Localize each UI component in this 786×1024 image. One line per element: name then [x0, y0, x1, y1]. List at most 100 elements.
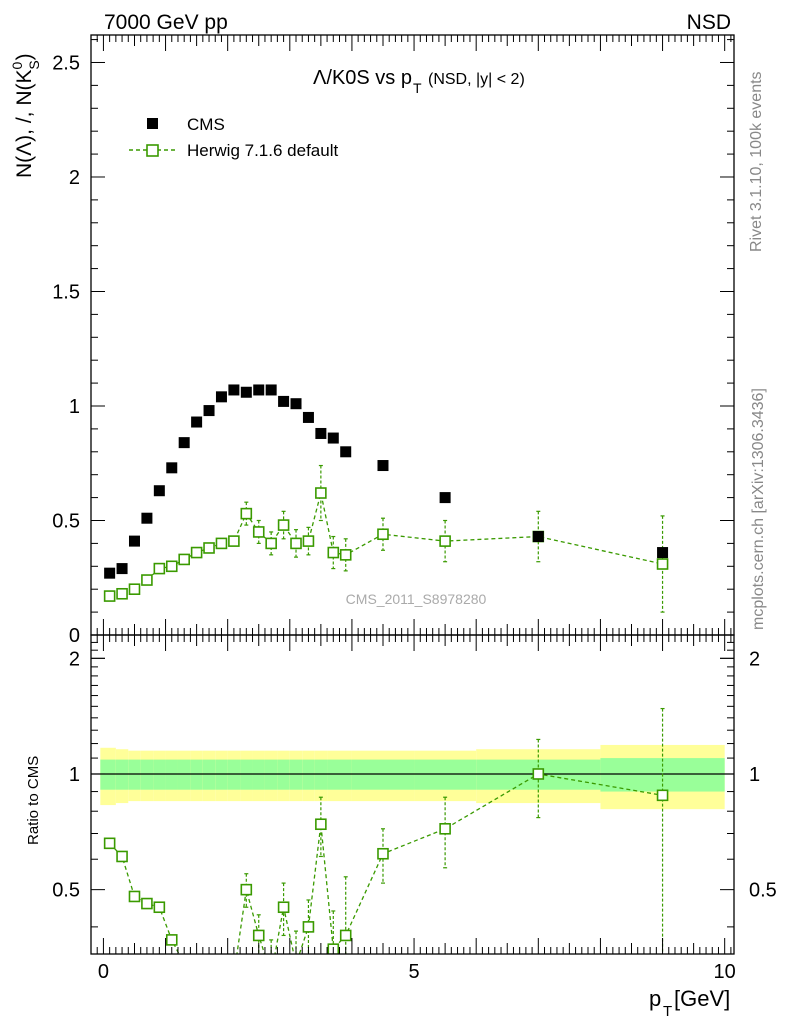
herwig-point: [141, 574, 153, 586]
cms-point: [657, 547, 669, 559]
x-label-main: p: [649, 986, 661, 1011]
ratio-herwig-point: [216, 981, 226, 991]
legend-cms-marker: [147, 118, 158, 129]
main-y-tick-labels: 0 0.5 1 1.5 2 2.5: [52, 52, 80, 647]
ratio-y-axis-label: Ratio to CMS: [25, 756, 42, 845]
ratio-band-inner: [302, 759, 315, 790]
herwig-point: [252, 526, 265, 538]
herwig-point: [265, 537, 277, 550]
ratio-y-tick-label-right: 0.5: [749, 880, 777, 902]
ratio-herwig-point: [192, 970, 202, 980]
ratio-band-inner: [227, 759, 241, 790]
herwig-point: [439, 535, 451, 547]
legend-cms-label: CMS: [187, 115, 225, 134]
main-y-tick-label: 2: [69, 167, 80, 189]
header-energy-label: 7000 GeV pp: [104, 11, 228, 34]
ratio-band-inner: [115, 759, 129, 790]
cms-point: [116, 563, 128, 575]
ratio-herwig-point: [377, 847, 389, 860]
ratio-band-inner: [339, 759, 352, 790]
cms-point: [278, 395, 290, 407]
herwig-point: [339, 549, 352, 561]
cms-point: [203, 405, 215, 417]
ratio-herwig-point: [302, 921, 315, 933]
ratio-band-inner: [140, 759, 154, 790]
ratio-band-inner: [165, 759, 178, 790]
herwig-point: [128, 583, 141, 595]
ratio-y-tick-label-right: 1: [749, 764, 760, 786]
ratio-y-tick-label-right: 2: [749, 648, 760, 670]
herwig-point: [103, 590, 116, 602]
ratio-axis-ticks: [91, 635, 734, 954]
chart-title-subscript: T: [413, 80, 422, 96]
cms-point: [141, 512, 153, 524]
cms-point: [302, 411, 314, 423]
ratio-y-tick-label: 1: [69, 764, 80, 786]
ratio-band-inner: [351, 759, 415, 790]
ratio-band-inner: [128, 759, 141, 790]
x-tick-label: 10: [714, 961, 736, 983]
herwig-point: [190, 546, 203, 559]
main-y-label-sup: 0: [9, 61, 25, 69]
ratio-uncertainty-bands: [100, 744, 725, 810]
chart-title: Λ/K0S vs p: [313, 67, 412, 89]
ratio-herwig-point: [252, 929, 265, 942]
main-y-tick-label: 1: [69, 396, 80, 418]
cms-point: [265, 384, 277, 396]
ratio-herwig-point: [128, 890, 141, 903]
ratio-herwig-point: [153, 901, 166, 914]
rivet-version-label: Rivet 3.1.10, 100k events: [748, 71, 765, 252]
cms-series: [104, 384, 669, 579]
main-y-tick-label: 2.5: [52, 52, 80, 74]
cms-point: [253, 384, 265, 396]
cms-point: [128, 535, 140, 547]
legend-herwig-label: Herwig 7.1.6 default: [187, 141, 338, 160]
herwig-point: [165, 560, 178, 573]
ratio-band-inner: [100, 759, 116, 790]
cms-point: [290, 398, 302, 410]
herwig-line: [109, 492, 663, 597]
herwig-point: [153, 562, 166, 575]
ratio-frame: [90, 634, 735, 955]
cms-point: [439, 492, 451, 504]
main-y-label-sub: S: [26, 60, 42, 69]
ratio-herwig-point: [141, 897, 153, 910]
ratio-herwig-point: [165, 934, 178, 946]
mcplots-credit-label: mcplots.cern.ch [arXiv:1306.3436]: [750, 388, 767, 630]
main-panel: 0 0.5 1 1.5 2 2.5 Λ/K0S vs p T (NSD, |y| < 2)…: [9, 34, 735, 647]
x-tick-label: 0: [98, 961, 109, 983]
cms-point: [377, 460, 389, 472]
main-axis-ticks: [91, 35, 734, 636]
main-y-label-suffix: ): [13, 53, 36, 60]
ratio-herwig-point: [116, 850, 128, 863]
cms-point: [178, 437, 190, 449]
ratio-tick-labels: 0.5 0.5 1 1 2 2 0 5 10: [52, 648, 777, 983]
herwig-point: [656, 558, 669, 570]
ratio-herwig-point: [179, 959, 189, 969]
herwig-point: [315, 487, 327, 499]
main-y-label-prefix: N(Λ), /, N(K: [13, 69, 36, 178]
herwig-point: [178, 553, 190, 566]
chart-title-main: Λ/K0S vs p: [313, 67, 412, 89]
cms-point: [240, 386, 252, 398]
ratio-band-inner: [202, 759, 216, 790]
ratio-band-inner: [215, 759, 228, 790]
ratio-band-inner: [264, 759, 278, 790]
herwig-point: [277, 519, 290, 531]
ratio-band-inner: [177, 759, 191, 790]
ratio-panel: 0.5 0.5 1 1 2 2 0 5 10 Ratio to CMS p T [GeV]: [25, 634, 777, 1020]
ratio-band-inner: [153, 759, 166, 790]
ratio-herwig-point: [439, 822, 451, 835]
legend-herwig-marker: [146, 144, 159, 157]
ratio-y-tick-label: 2: [69, 648, 80, 670]
ratio-band-inner: [289, 759, 303, 790]
ratio-herwig-point: [339, 929, 352, 942]
herwig-point: [228, 535, 240, 547]
cms-point: [215, 391, 227, 403]
herwig-point: [377, 528, 389, 541]
x-axis-label: p T [GeV]: [649, 986, 730, 1020]
ratio-herwig-point: [103, 837, 116, 850]
cms-point: [327, 432, 339, 444]
x-label-tail: [GeV]: [674, 986, 730, 1011]
